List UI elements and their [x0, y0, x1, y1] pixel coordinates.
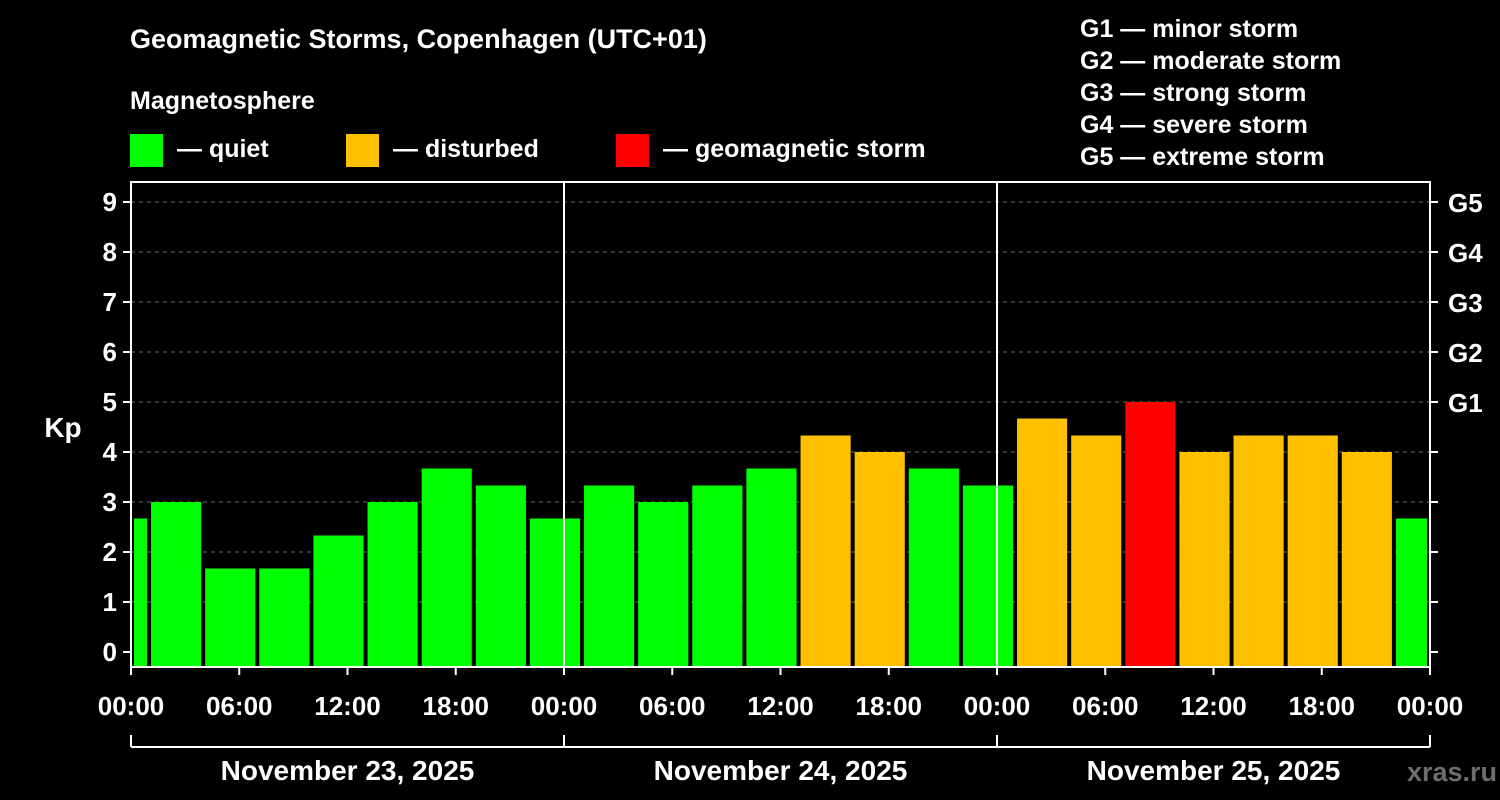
legend-label-disturbed: — disturbed [393, 135, 539, 163]
kp-bar-9 [584, 485, 635, 667]
x-tick-label-5: 06:00 [639, 691, 706, 721]
kp-bar-3 [259, 568, 310, 667]
y-tick-label-6: 6 [103, 337, 117, 367]
x-tick-label-10: 12:00 [1180, 691, 1247, 721]
kp-bar-19 [1125, 402, 1176, 667]
y-tick-label-2: 2 [103, 537, 117, 567]
kp-bar-18 [1071, 435, 1122, 667]
kp-bar-11 [692, 485, 743, 667]
x-tick-label-7: 18:00 [856, 691, 923, 721]
y-tick-label-9: 9 [103, 187, 117, 217]
watermark: xras.ru [1407, 757, 1497, 787]
y-tick-label-1: 1 [103, 587, 117, 617]
kp-bar-7 [475, 485, 526, 667]
chart-title: Geomagnetic Storms, Copenhagen (UTC+01) [130, 24, 707, 54]
kp-bar-15 [908, 468, 959, 667]
y-tick-label-7: 7 [103, 287, 117, 317]
x-tick-label-11: 18:00 [1289, 691, 1356, 721]
kp-bar-5 [367, 502, 418, 667]
kp-bar-2 [205, 568, 256, 667]
kp-bar-14 [854, 452, 905, 667]
g-scale-label-g2: G2 [1448, 338, 1483, 368]
bar-group [134, 402, 1427, 667]
x-tick-label-2: 12:00 [314, 691, 381, 721]
day-label-1: November 24, 2025 [654, 755, 908, 786]
x-tick-label-0: 00:00 [98, 691, 165, 721]
storm-scale-g1: G1 — minor storm [1080, 15, 1298, 43]
x-tick-label-4: 00:00 [531, 691, 598, 721]
y-tick-label-0: 0 [103, 637, 117, 667]
kp-bar-21 [1233, 435, 1284, 667]
x-tick-label-3: 18:00 [423, 691, 490, 721]
kp-bar-8 [529, 518, 581, 667]
kp-bar-17 [1017, 418, 1068, 667]
legend-swatch-storm [616, 134, 649, 167]
y-tick-label-8: 8 [103, 237, 117, 267]
legend-label-storm: — geomagnetic storm [663, 135, 926, 163]
kp-bar-4 [313, 535, 364, 667]
storm-scale-g3: G3 — strong storm [1080, 79, 1306, 107]
legend-swatch-quiet [130, 134, 163, 167]
x-tick-label-6: 12:00 [747, 691, 814, 721]
bars [134, 402, 1427, 667]
kp-bar-0 [134, 518, 148, 667]
y-axis-label: Kp [44, 412, 81, 443]
y-tick-label-5: 5 [103, 387, 117, 417]
day-label-0: November 23, 2025 [221, 755, 475, 786]
x-tick-label-12: 00:00 [1397, 691, 1464, 721]
x-tick-label-1: 06:00 [206, 691, 273, 721]
axes: 0 1 2 3 4 5 6 7 8 9 G1 G2 G3 G4 G5 00:00 06:00 12:00 18:00… [98, 187, 1483, 786]
storm-scale-g4: G4 — severe storm [1080, 111, 1308, 139]
kp-bar-10 [638, 502, 689, 667]
storm-scale-g5: G5 — extreme storm [1080, 143, 1325, 171]
kp-bar-23 [1341, 452, 1392, 667]
y-tick-label-3: 3 [103, 487, 117, 517]
day-label-2: November 25, 2025 [1087, 755, 1341, 786]
g-scale-label-g4: G4 [1448, 238, 1483, 268]
storm-scale-g2: G2 — moderate storm [1080, 47, 1341, 75]
y-tick-label-4: 4 [103, 437, 118, 467]
kp-bar-24 [1395, 518, 1427, 667]
kp-bar-16 [962, 485, 1014, 667]
kp-bar-20 [1179, 452, 1230, 667]
kp-bar-12 [746, 468, 797, 667]
g-scale-label-g1: G1 [1448, 388, 1483, 418]
legend-title: Magnetosphere [130, 87, 315, 115]
legend-swatch-disturbed [346, 134, 379, 167]
kp-bar-6 [421, 468, 472, 667]
kp-bar-22 [1287, 435, 1338, 667]
x-tick-label-9: 06:00 [1072, 691, 1139, 721]
legend-label-quiet: — quiet [177, 135, 269, 163]
g-scale-label-g5: G5 [1448, 188, 1483, 218]
kp-bar-13 [800, 435, 851, 667]
kp-bar-1 [151, 502, 202, 667]
g-scale-label-g3: G3 [1448, 288, 1483, 318]
x-tick-label-8: 00:00 [964, 691, 1031, 721]
